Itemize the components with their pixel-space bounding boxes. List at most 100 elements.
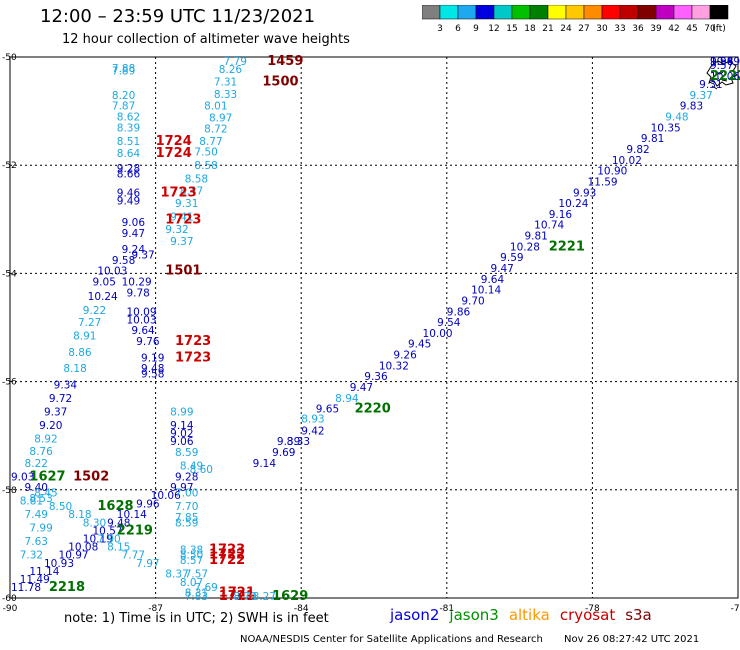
wave-height-label: 7.85 [175,512,198,524]
wave-height-label: 8.81 [20,496,43,508]
wave-height-label: 9.48 [665,112,688,124]
wave-height-label: 8.64 [117,148,141,160]
wave-height-label: 9.02 [170,428,193,440]
colorbar-label: 39 [650,24,662,34]
wave-height-label: 11.59 [588,176,618,188]
colorbar-swatch [673,5,693,20]
wave-height-label: 9.49 [117,195,140,207]
wave-height-label: 10.19 [83,533,113,545]
wave-height-label: 10.35 [651,122,681,134]
wave-height-label: 9.81 [524,231,547,243]
wave-height-label: 7.57 [185,569,208,581]
pass-time-label: 1721 [219,589,255,604]
wave-height-label: 10.14 [471,285,501,297]
wave-height-label: 9.47 [490,263,513,275]
legend-jason2: jason2 [390,606,440,624]
x-tick-label: -81 [439,604,454,614]
wave-height-label: 10.03 [126,314,156,326]
wave-height-label: 9.65 [316,404,339,416]
wave-height-label: 8.93 [301,413,324,425]
wave-height-label: 9.06 [122,217,146,229]
wave-height-label: 7.31 [214,76,237,88]
wave-height-label: 8.49 [180,460,203,472]
wave-height-label: 7.79 [224,56,247,68]
wave-height-label: 9.86 [447,306,471,318]
wave-height-label: 7.89 [112,66,135,78]
wave-height-label: 9.70 [461,295,484,307]
wave-height-label: 8.50 [180,550,203,562]
colorbar-swatch [529,5,549,20]
wave-height-label: 8.58 [194,160,217,172]
wave-height-label: 8.97 [209,113,232,125]
wave-height-label: 9.31 [699,79,722,91]
wave-height-label: 8.45 [34,488,57,500]
colorbar-swatch [493,5,513,20]
x-tick-label: -87 [148,604,163,614]
y-tick-label: -56 [2,378,17,388]
wave-height-label: 7.90 [97,533,120,545]
credit-organization: NOAA/NESDIS Center for Satellite Applica… [240,634,543,645]
colorbar-label: 24 [560,24,572,34]
wave-height-label: 8.33 [214,89,237,101]
x-tick-label: -75 [731,604,740,614]
pass-time-label: 2220 [355,402,391,417]
pass-time-label: 1723 [175,334,211,349]
page-subtitle: 12 hour collection of altimeter wave hei… [62,32,350,47]
wave-height-label: 9.59 [500,252,523,264]
wave-height-label: 8.57 [180,555,203,567]
wave-height-label: 10.90 [597,166,627,178]
wave-height-label: 9.97 [170,482,193,494]
y-tick-label: -60 [2,594,17,604]
wave-height-label: 8.91 [73,331,96,343]
coastline [706,60,738,90]
wave-height-label: 7.32 [20,550,43,562]
wave-height-label: 8.66 [117,168,141,180]
wave-height-label: 9.16 [549,209,573,221]
colorbar-label: 70 [704,24,716,34]
wave-height-label: 8.31 [185,588,208,600]
colorbar-swatch [422,5,441,20]
y-tick-label: -52 [2,161,17,171]
wave-height-label: 7.00 [175,488,198,500]
wave-height-label: 7.97 [136,558,159,570]
wave-height-label: 8.92 [34,433,57,445]
wave-height-label: 8.47 [180,186,203,198]
wave-height-label: 10.14 [117,509,147,521]
wave-height-label: 9.64 [131,325,155,337]
wave-height-label: 9.54 [710,56,734,68]
wave-height-label: 9.37 [689,90,712,102]
wave-height-label: 9.58 [141,368,164,380]
wave-height-label: 8.50 [49,501,72,513]
colorbar-label: 21 [542,24,553,34]
colorbar-label: 12 [488,24,499,34]
colorbar-swatch [709,5,729,20]
wave-height-label: 8.20 [112,90,135,102]
colorbar-legend: 3 6 9 12 15 18 21 24 27 30 33 36 39 42 45 70(ft) [422,5,729,34]
wave-height-label: 9.47 [122,228,145,240]
wave-height-label: 9.81 [641,133,664,145]
wave-height-label: 9.96 [136,498,160,510]
wave-height-label: 9.14 [170,420,194,432]
pass-time-label: 2219 [117,523,153,538]
wave-height-label: 8.59 [175,447,198,459]
wave-height-label: 7.87 [112,101,135,113]
x-tick-label: -78 [585,604,600,614]
wave-height-label: 9.34 [54,379,78,391]
colorbar-label: 33 [614,24,625,34]
colorbar-swatch [475,5,495,20]
y-tick-label: -58 [2,486,17,496]
wave-height-label: 11.78 [11,582,41,594]
wave-height-label: 8.07 [180,577,203,589]
wave-height-label: 9.37 [131,249,154,261]
wave-height-label: 9.82 [626,144,649,156]
wave-height-label: 10.08 [68,542,98,554]
wave-height-label: 10.28 [510,241,540,253]
wave-height-label: 9.78 [126,287,149,299]
colorbar-label: 30 [596,24,608,34]
x-tick-label: -90 [3,604,18,614]
wave-height-label: 9.54 [437,317,461,329]
wave-height-label: 9.45 [408,339,431,351]
wave-height-label: 11.49 [20,574,50,586]
wave-height-label: 8.39 [117,122,140,134]
wave-height-label: 10.03 [97,266,127,278]
